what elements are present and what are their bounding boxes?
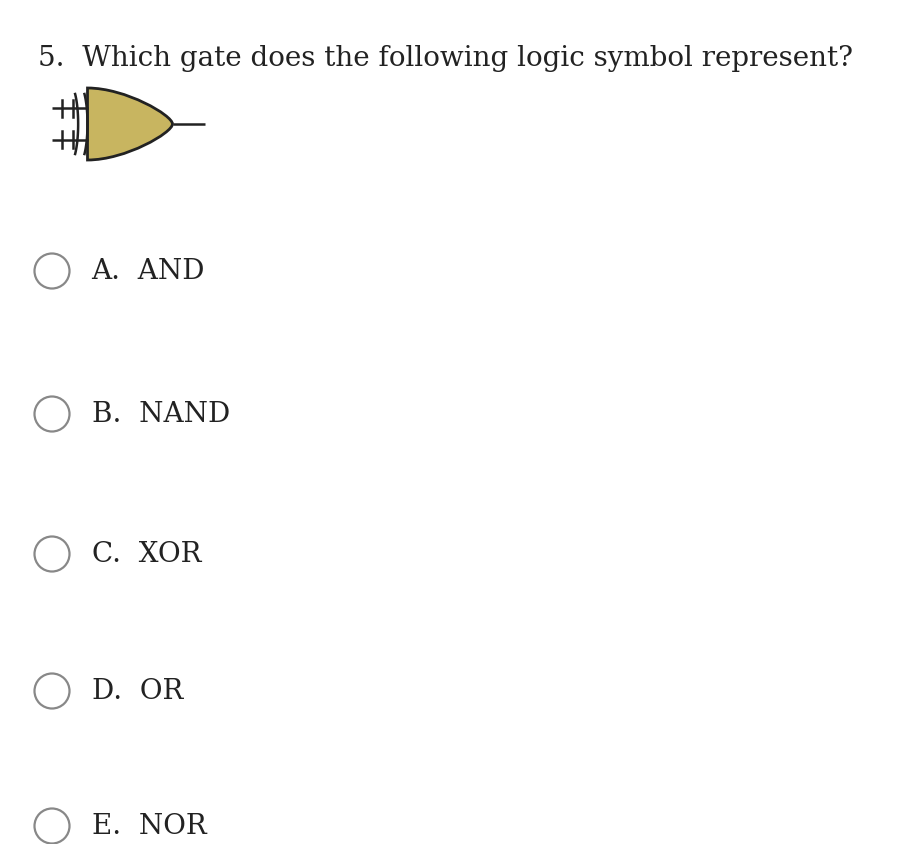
Text: 5.  Which gate does the following logic symbol represent?: 5. Which gate does the following logic s…	[38, 45, 853, 72]
PathPatch shape	[88, 89, 173, 161]
Text: D.  OR: D. OR	[91, 678, 183, 705]
Text: E.  NOR: E. NOR	[91, 813, 207, 840]
Text: A.  AND: A. AND	[91, 258, 205, 285]
Text: C.  XOR: C. XOR	[91, 541, 201, 568]
Text: B.  NAND: B. NAND	[91, 401, 229, 428]
